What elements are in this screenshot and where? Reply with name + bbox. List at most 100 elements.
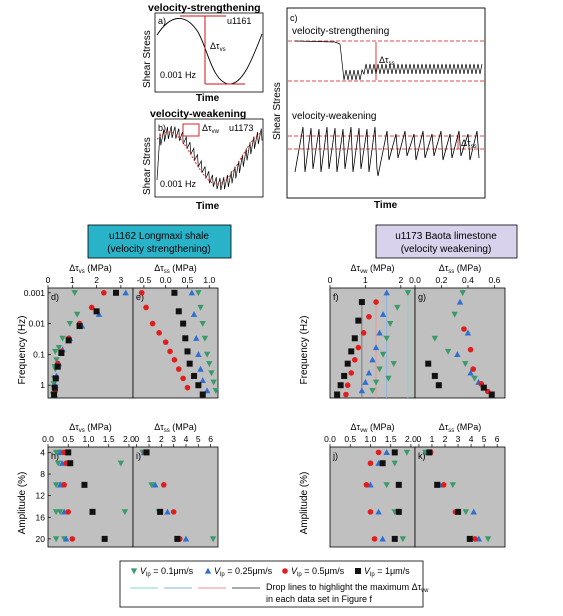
data-point-v05 <box>355 344 362 351</box>
legend-marker-v025 <box>204 567 212 574</box>
data-point-v05 <box>366 313 372 320</box>
data-point-v025 <box>151 481 159 488</box>
panel-c-title-top: velocity-strengthening <box>292 26 389 37</box>
data-point-v05 <box>175 366 182 372</box>
data-point-v1 <box>395 508 402 515</box>
data-point-v025 <box>195 351 202 357</box>
x-tick-label: 2 <box>398 275 403 285</box>
x-tick-label: 4 <box>184 434 189 444</box>
plot-area <box>414 287 506 399</box>
panel-k: k) 0 1 2 3 4 5 6 Δτss (MPa) <box>414 422 506 548</box>
frequency-axis-label-right: Frequency (Hz) <box>299 316 310 385</box>
data-point-v1 <box>81 481 88 488</box>
y-tick-label: 20 <box>36 534 46 544</box>
header-left-line1: u1162 Longmaxi shale <box>109 231 209 242</box>
data-point-v1 <box>175 308 182 315</box>
data-point-v1 <box>113 289 119 296</box>
panel-a: velocity-strengthening a) u1161 Δτvs 0.0… <box>142 2 264 104</box>
data-point-v1 <box>174 535 181 542</box>
data-point-v05 <box>363 482 370 488</box>
panel-letter: g) <box>418 292 426 302</box>
x-tick-label: 0.0 <box>42 434 54 444</box>
data-point-v05 <box>470 366 477 372</box>
data-point-v025 <box>456 298 464 305</box>
data-point-v01 <box>59 335 66 342</box>
data-point-v025 <box>369 356 376 363</box>
x-tick-label: 0.0 <box>160 275 172 285</box>
data-point-v05 <box>373 299 379 305</box>
data-point-v05 <box>149 320 156 327</box>
data-point-v05 <box>367 509 374 515</box>
panel-c-xlabel: Time <box>374 200 398 211</box>
header-right-box <box>375 224 518 259</box>
data-point-v01 <box>462 361 469 367</box>
data-point-v01 <box>431 335 439 342</box>
data-point-v01 <box>369 388 376 394</box>
legend-v025: Vlp = 0.25μm/s <box>214 566 273 578</box>
data-point-v025 <box>190 311 198 317</box>
panel-e: e) -0.5 0.0 0.5 1.0 Δτss (MPa) <box>132 263 220 399</box>
data-point-v05 <box>360 330 367 336</box>
data-point-v01 <box>203 351 211 358</box>
x-tick-label: 1 <box>363 275 368 285</box>
data-point-v01 <box>390 361 397 367</box>
data-point-v01 <box>52 348 59 355</box>
data-point-v1 <box>455 508 462 515</box>
x-tick-label: 1.5 <box>103 434 115 444</box>
data-point-v1 <box>52 375 59 382</box>
data-point-v1 <box>425 360 432 367</box>
panel-a-exp: u1161 <box>227 16 251 26</box>
data-point-v1 <box>171 289 178 296</box>
panel-b-xlabel: Time <box>196 201 220 212</box>
panel-c-letter: c) <box>290 13 298 23</box>
x-tick-label: 5 <box>482 434 487 444</box>
data-point-v1 <box>93 308 100 315</box>
panel-letter: k) <box>418 451 426 461</box>
data-point-v1 <box>466 535 473 542</box>
data-point-v025 <box>379 311 387 317</box>
data-point-v025 <box>376 329 383 336</box>
panel-a-freq: 0.001 Hz <box>160 70 197 80</box>
data-point-v1 <box>65 337 72 344</box>
data-point-v1 <box>435 382 442 389</box>
data-point-v01 <box>372 379 380 386</box>
data-point-v01 <box>449 482 457 489</box>
data-point-v01 <box>484 536 492 543</box>
data-point-v1 <box>358 299 365 306</box>
data-point-v01 <box>71 290 78 297</box>
data-point-v01 <box>208 370 215 377</box>
x-tick-label: 0.0 <box>324 434 336 444</box>
x-tick-label: 6 <box>208 434 213 444</box>
panel-d: d)0 1 2 3 Δτvs (MPa) 0.001 0.01 0.1 1 <box>24 263 134 399</box>
data-point-v025 <box>365 369 373 376</box>
x-tick-label: 1.0 <box>83 434 95 444</box>
plot-area <box>414 446 506 548</box>
data-point-v025 <box>182 535 190 542</box>
y-tick-label: 0.001 <box>24 288 46 298</box>
x-tick-label: 1 <box>70 275 75 285</box>
data-point-v01 <box>444 348 452 355</box>
data-point-v025 <box>464 329 472 336</box>
panel-a-delta: Δτvs <box>210 41 226 53</box>
x-tick-label: 3 <box>171 434 176 444</box>
data-point-v025 <box>122 289 129 296</box>
data-point-v01 <box>148 482 155 489</box>
data-point-v025 <box>467 369 474 376</box>
panel-letter: i) <box>136 451 141 461</box>
data-point-v01 <box>206 361 213 367</box>
data-point-v01 <box>383 335 390 342</box>
data-point-v1 <box>395 481 402 488</box>
data-point-v05 <box>367 460 374 467</box>
panel-b-curve <box>156 125 263 191</box>
x-axis-label: Δτvw (MPa) <box>351 263 395 275</box>
panel-g: g) 0.0 0.2 0.4 0.6 Δτss (MPa) <box>409 263 506 399</box>
panel-letter: h) <box>51 451 59 461</box>
data-point-v025 <box>199 377 206 384</box>
frequency-axis-label-left: Frequency (Hz) <box>17 316 28 385</box>
panel-b-title: velocity-weakening <box>150 108 246 120</box>
data-point-v01 <box>379 351 387 358</box>
data-point-v1 <box>488 391 495 398</box>
data-point-v01 <box>212 388 220 394</box>
